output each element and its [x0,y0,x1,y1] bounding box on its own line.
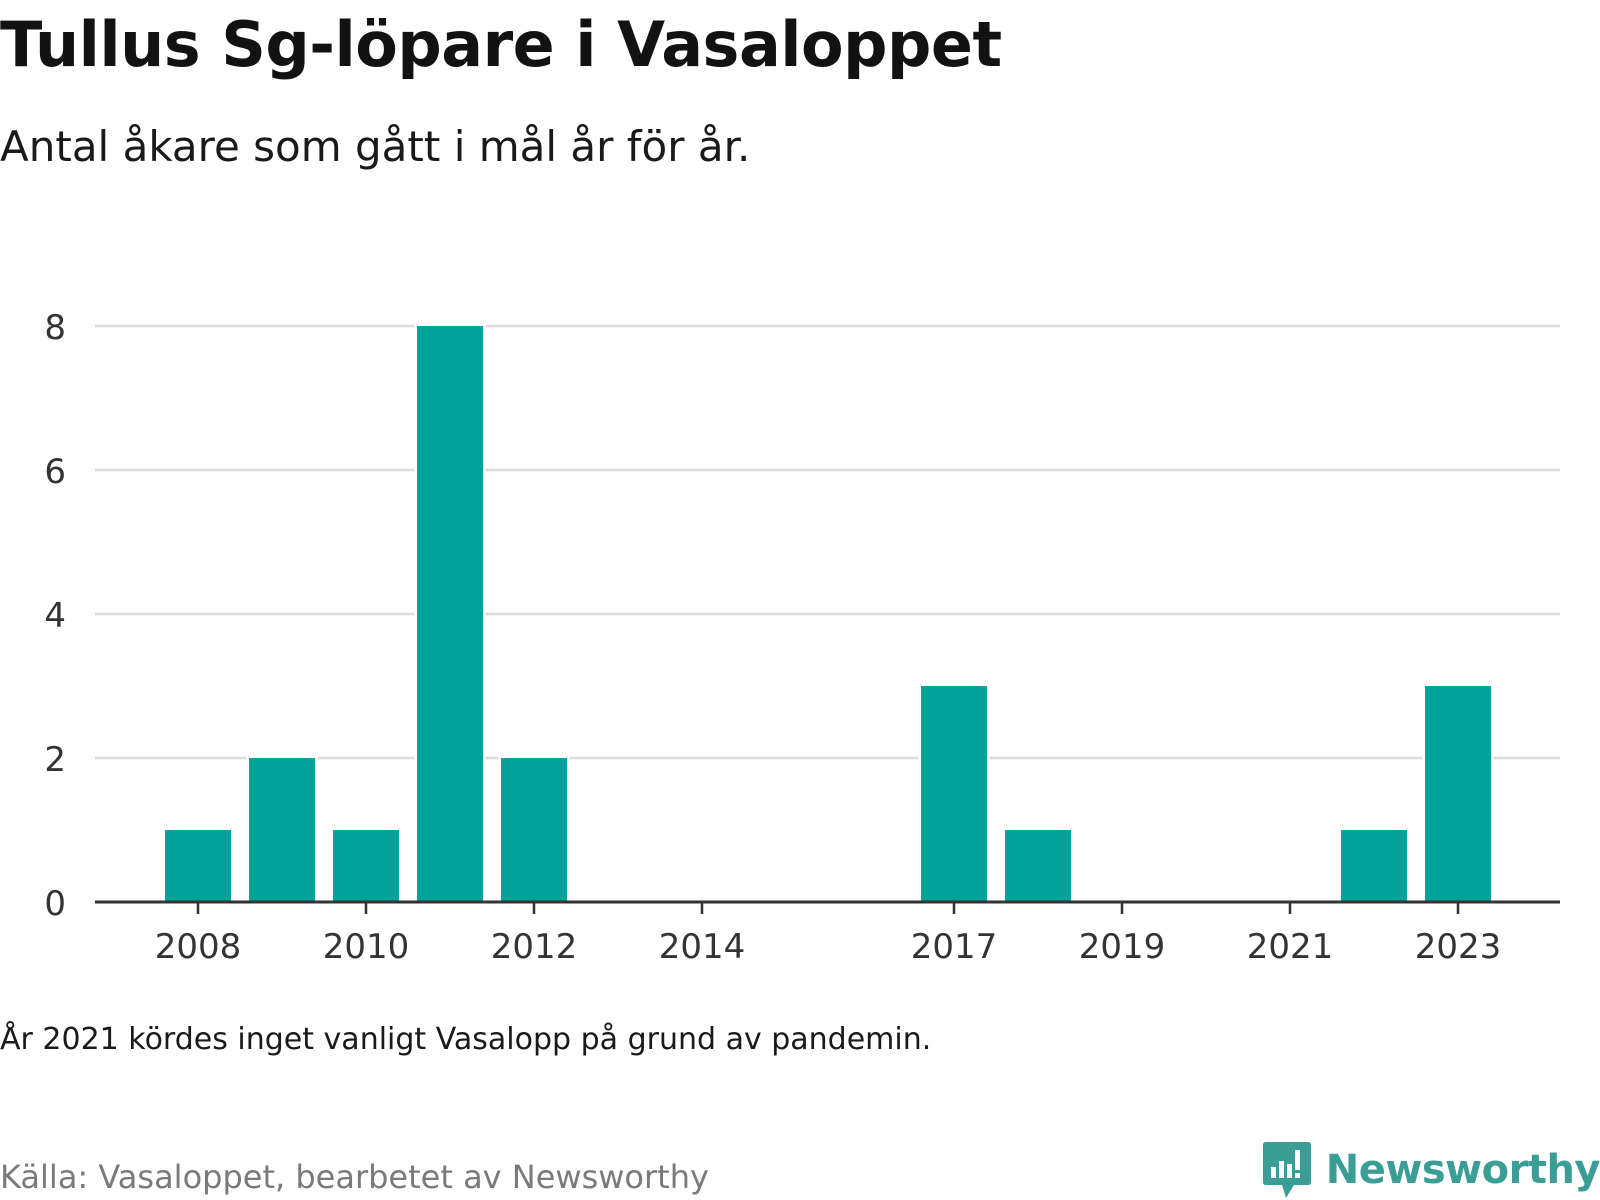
y-tick-label: 2 [44,740,66,780]
bar-2008 [162,827,234,905]
bar-chart: 0 2 4 6 8 2008 2010 2012 2014 2017 2019 2021 2023 [44,308,1560,967]
newsworthy-logo-icon [1262,1142,1311,1198]
x-tick-label: 2017 [911,927,998,967]
chart-subtitle: Antal åkare som gått i mål år för år. [0,122,751,171]
x-tick-label: 2012 [491,927,578,967]
y-tick-label: 0 [44,884,66,924]
x-tick-label: 2010 [323,927,410,967]
bar-2011 [414,323,486,905]
source-credit: Källa: Vasaloppet, bearbetet av Newswort… [0,1158,709,1196]
y-tick-label: 6 [44,452,66,492]
x-tick-label: 2014 [659,927,746,967]
bar-2012 [498,755,570,905]
bar-2017 [918,683,990,905]
x-tick-label: 2008 [155,927,242,967]
x-tick-label: 2021 [1247,927,1334,967]
bar-2010 [330,827,402,905]
bar-2022 [1338,827,1410,905]
bar-2023 [1422,683,1494,905]
x-tick-label: 2023 [1415,927,1502,967]
x-tick-label: 2019 [1079,927,1166,967]
chart-note: År 2021 kördes inget vanligt Vasalopp på… [0,1022,932,1057]
y-tick-label: 4 [44,596,66,636]
brand-name: Newsworthy [1325,1147,1600,1193]
brand-logo: Newsworthy [1262,1140,1600,1200]
y-tick-label: 8 [44,308,66,348]
bar-2009 [246,755,318,905]
chart-title: Tullus Sg-löpare i Vasaloppet [0,8,1002,81]
bar-2018 [1002,827,1074,905]
